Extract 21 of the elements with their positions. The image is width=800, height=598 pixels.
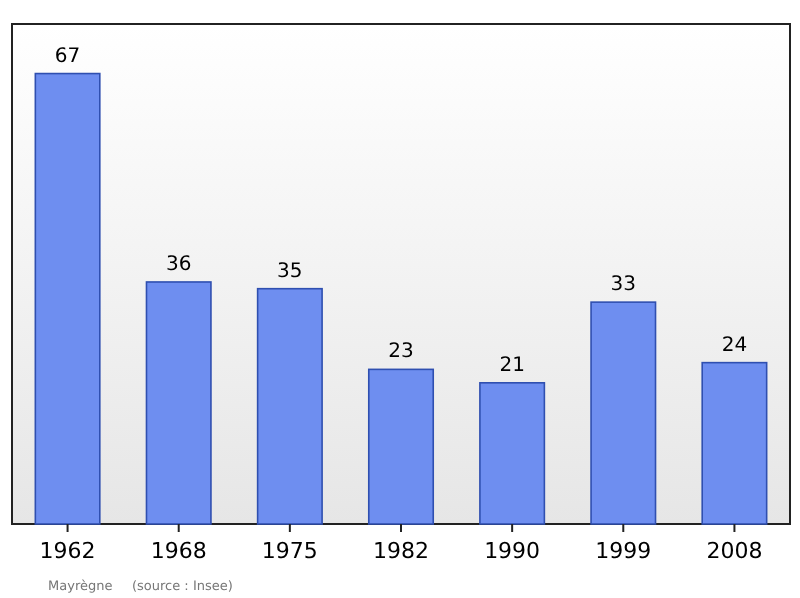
- x-tick-label: 1962: [39, 538, 96, 564]
- data-label: 33: [610, 274, 637, 297]
- x-tick-label: 1999: [595, 538, 652, 564]
- data-label: 35: [277, 260, 303, 283]
- x-tick-label: 2008: [706, 538, 763, 564]
- data-label: 36: [165, 253, 192, 276]
- bar: [145, 281, 212, 525]
- bar: [256, 287, 323, 525]
- x-tick-label: 1975: [261, 538, 318, 564]
- data-label: 21: [499, 354, 525, 377]
- data-label: 23: [388, 341, 414, 364]
- bar: [479, 382, 546, 525]
- x-tick-label: 1990: [484, 538, 541, 564]
- x-tick-label: 1968: [150, 538, 207, 564]
- bar: [590, 301, 657, 525]
- bar: [34, 72, 101, 525]
- data-label: 67: [54, 45, 81, 68]
- x-tick-label: 1982: [373, 538, 429, 564]
- data-label: 24: [721, 334, 748, 357]
- bar: [367, 368, 435, 525]
- bar: [701, 361, 768, 525]
